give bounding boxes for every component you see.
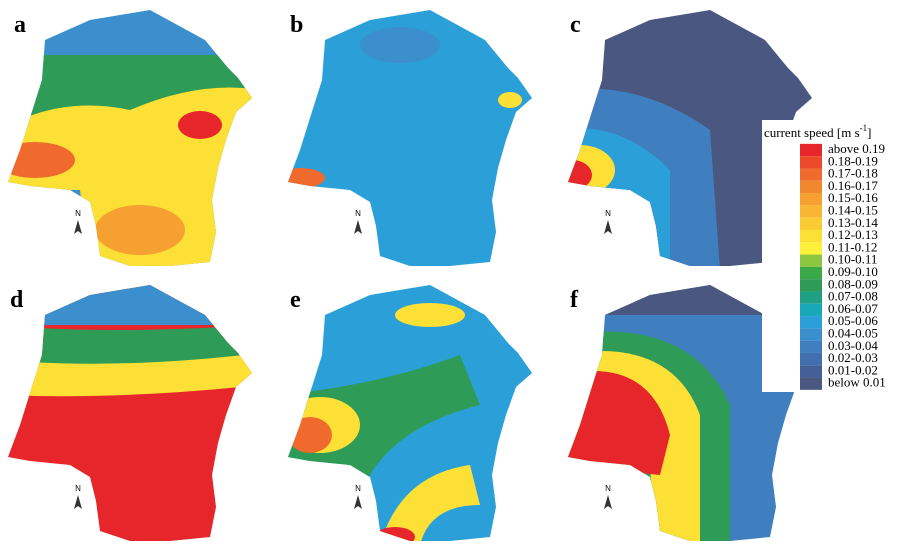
legend-swatch xyxy=(800,242,822,254)
legend-title: current speed [m s-1] xyxy=(764,123,872,140)
north-label: N xyxy=(355,484,361,493)
north-arrow xyxy=(604,220,612,234)
panel-label: d xyxy=(10,287,24,313)
legend-swatch xyxy=(800,341,822,353)
north-arrow xyxy=(354,495,362,509)
panel-label: e xyxy=(290,287,301,313)
legend: current speed [m s-1] above 0.190.18-0.1… xyxy=(762,120,900,392)
legend-swatch xyxy=(800,168,822,180)
panel-label: f xyxy=(570,287,579,313)
north-label: N xyxy=(75,209,81,218)
legend-swatch xyxy=(800,365,822,377)
figure: a N b N c N d N e N xyxy=(0,0,901,554)
legend-title-text: current speed [m s xyxy=(764,125,860,140)
legend-swatch xyxy=(800,304,822,316)
panel-a: a N xyxy=(0,10,260,270)
north-arrow xyxy=(74,220,82,234)
legend-swatch xyxy=(800,328,822,340)
panel-e: e N xyxy=(280,285,532,547)
legend-title-sup: -1 xyxy=(860,123,868,133)
legend-swatch xyxy=(800,378,822,390)
legend-swatch xyxy=(800,205,822,217)
legend-swatch xyxy=(800,291,822,303)
legend-swatch xyxy=(800,255,822,267)
north-label: N xyxy=(605,209,611,218)
legend-swatch xyxy=(800,181,822,193)
legend-swatch xyxy=(800,316,822,328)
north-label: N xyxy=(75,484,81,493)
legend-swatch xyxy=(800,193,822,205)
legend-swatch xyxy=(800,267,822,279)
panel-d: d N xyxy=(0,275,260,541)
north-label: N xyxy=(605,484,611,493)
legend-swatch xyxy=(800,230,822,242)
legend-swatch xyxy=(800,353,822,365)
legend-swatch xyxy=(800,144,822,156)
panel-label: a xyxy=(14,12,26,38)
legend-swatch xyxy=(800,156,822,168)
panel-label: c xyxy=(570,12,581,38)
legend-label: below 0.01 xyxy=(828,375,886,390)
legend-swatch xyxy=(800,218,822,230)
north-arrow xyxy=(74,495,82,509)
north-arrow xyxy=(604,495,612,509)
north-label: N xyxy=(355,209,361,218)
panel-label: b xyxy=(290,12,303,38)
north-arrow xyxy=(354,220,362,234)
legend-title-end: ] xyxy=(867,125,871,140)
panel-b: b N xyxy=(275,10,532,266)
legend-swatch xyxy=(800,279,822,291)
